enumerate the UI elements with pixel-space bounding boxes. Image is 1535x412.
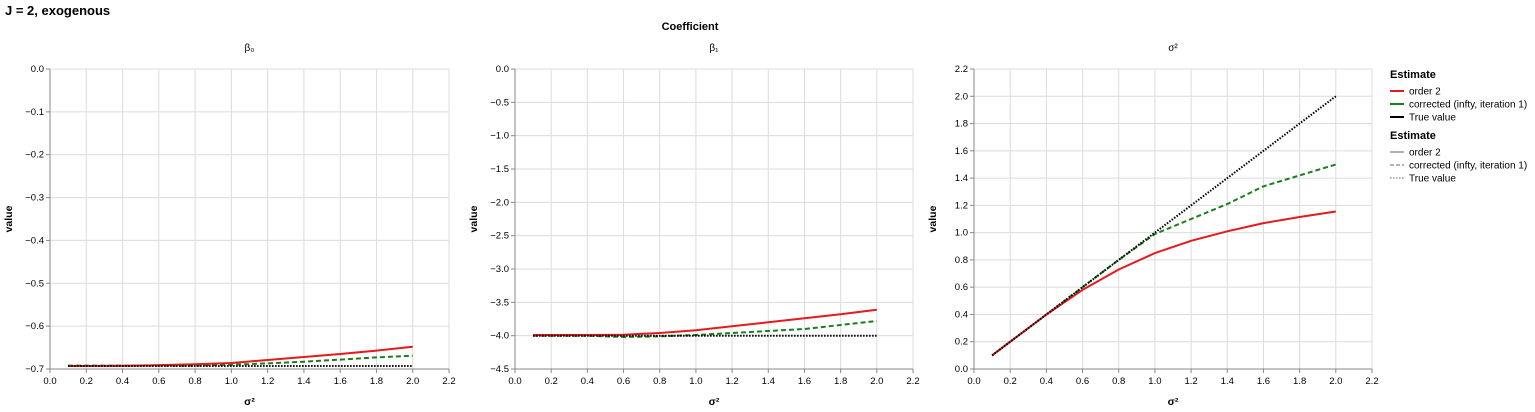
- y-tick-label: 1.0: [955, 228, 968, 239]
- x-tick-label: 0.4: [581, 376, 594, 387]
- x-axis-title: σ²: [709, 396, 720, 408]
- y-tick-label: 1.8: [955, 119, 968, 130]
- y-tick-label: −4.0: [490, 331, 509, 342]
- y-tick-label: −1.0: [490, 131, 509, 142]
- x-tick-label: 0.6: [617, 376, 630, 387]
- x-tick-label: 1.6: [334, 376, 347, 387]
- y-tick-label: −4.5: [490, 364, 509, 375]
- legend-label: True value: [1409, 113, 1456, 124]
- x-tick-label: 0.6: [152, 376, 165, 387]
- x-tick-label: 0.4: [116, 376, 129, 387]
- x-axis-title: σ²: [244, 396, 255, 408]
- y-tick-label: −0.2: [25, 150, 44, 161]
- x-tick-label: 0.0: [508, 376, 521, 387]
- y-tick-label: −0.7: [25, 364, 44, 375]
- y-tick-label: −1.5: [490, 164, 509, 175]
- x-tick-label: 1.0: [689, 376, 702, 387]
- legend-title-color: Estimate: [1390, 69, 1436, 81]
- x-tick-label: 0.8: [653, 376, 666, 387]
- y-tick-label: −0.5: [490, 97, 509, 108]
- y-axis-title: value: [468, 205, 480, 232]
- y-tick-label: −0.1: [25, 107, 44, 118]
- x-tick-label: 1.0: [1148, 376, 1161, 387]
- x-tick-label: 0.6: [1076, 376, 1089, 387]
- x-tick-label: 1.0: [225, 376, 238, 387]
- y-tick-label: −0.5: [25, 278, 44, 289]
- y-tick-label: 0.0: [31, 64, 44, 75]
- y-tick-label: −3.5: [490, 297, 509, 308]
- legend-label: corrected (infty, iteration 1): [1409, 100, 1527, 111]
- x-tick-label: 2.0: [1329, 376, 1342, 387]
- series-line-corrected-infty-iteration-1-: [68, 354, 413, 367]
- x-tick-label: 0.2: [80, 376, 93, 387]
- x-tick-label: 1.8: [834, 376, 847, 387]
- y-tick-label: 1.4: [955, 173, 968, 184]
- y-tick-label: −3.0: [490, 264, 509, 275]
- y-tick-label: 0.2: [955, 337, 968, 348]
- panel-title: β₀: [245, 43, 255, 54]
- y-tick-label: −0.6: [25, 321, 44, 332]
- y-tick-label: 0.0: [955, 364, 968, 375]
- legend-label: order 2: [1409, 148, 1441, 159]
- chart-panel-3: 0.0 0.2 0.4 0.6 0.8 1.0 1.2 1.4 1.6 1.8 2.0 2.2 0.0 0…: [927, 43, 1379, 408]
- series-line-order-2: [991, 210, 1336, 357]
- x-tick-label: 1.6: [798, 376, 811, 387]
- x-axis-title: σ²: [1168, 396, 1179, 408]
- y-tick-label: 1.2: [955, 200, 968, 211]
- chart-panel-1: 0.0 0.2 0.4 0.6 0.8 1.0 1.2 1.4 1.6 1.8 2.0 2.20.0−…: [3, 43, 456, 408]
- x-tick-label: 1.4: [762, 376, 775, 387]
- legend-title-dash: Estimate: [1390, 130, 1436, 142]
- x-tick-label: 1.2: [261, 376, 274, 387]
- x-tick-label: 2.0: [406, 376, 419, 387]
- panel-title: σ²: [1168, 43, 1178, 54]
- x-tick-label: 0.0: [967, 376, 980, 387]
- x-tick-label: 0.8: [188, 376, 201, 387]
- y-axis-title: value: [3, 205, 15, 232]
- x-tick-label: 1.6: [1257, 376, 1270, 387]
- x-tick-label: 1.2: [725, 376, 738, 387]
- x-tick-label: 1.8: [370, 376, 383, 387]
- x-tick-label: 2.2: [1365, 376, 1378, 387]
- panel-title: β₁: [709, 43, 719, 54]
- legend: Estimate order 2 corrected (infty, iterati…: [1390, 69, 1527, 185]
- figure-title: J = 2, exogenous: [5, 3, 111, 18]
- y-tick-label: −0.3: [25, 193, 44, 204]
- legend-label: order 2: [1409, 87, 1441, 98]
- x-tick-label: 2.0: [870, 376, 883, 387]
- column-title: Coefficient: [661, 21, 719, 33]
- y-tick-label: 0.6: [955, 282, 968, 293]
- y-tick-label: −0.4: [25, 235, 44, 246]
- y-tick-label: 2.2: [955, 64, 968, 75]
- y-tick-label: 0.0: [496, 64, 509, 75]
- x-tick-label: 2.2: [906, 376, 919, 387]
- chart-panel-2: 0.0 0.2 0.4 0.6 0.8 1.0 1.2 1.4 1.6 1.8 2.0 2.20.0−…: [468, 43, 920, 408]
- series-line-true-value: [991, 95, 1337, 357]
- y-axis-title: value: [927, 205, 939, 232]
- y-tick-label: 2.0: [955, 91, 968, 102]
- y-tick-label: −2.0: [490, 197, 509, 208]
- x-tick-label: 1.4: [1221, 376, 1234, 387]
- y-tick-label: 1.6: [955, 146, 968, 157]
- series-line-order-2: [533, 308, 877, 336]
- legend-label: corrected (infty, iteration 1): [1409, 161, 1527, 172]
- x-tick-label: 0.2: [545, 376, 558, 387]
- y-tick-label: 0.8: [955, 255, 968, 266]
- x-tick-label: 0.0: [43, 376, 56, 387]
- legend-label: True value: [1409, 174, 1456, 185]
- y-tick-label: −2.5: [490, 231, 509, 242]
- x-tick-label: 0.4: [1040, 376, 1053, 387]
- x-tick-label: 2.2: [442, 376, 455, 387]
- x-tick-label: 0.8: [1112, 376, 1125, 387]
- x-tick-label: 1.4: [297, 376, 310, 387]
- x-tick-label: 1.2: [1184, 376, 1197, 387]
- x-tick-label: 0.2: [1004, 376, 1017, 387]
- x-tick-label: 1.8: [1293, 376, 1306, 387]
- series-line-order-2: [68, 345, 413, 367]
- y-tick-label: 0.4: [955, 309, 968, 320]
